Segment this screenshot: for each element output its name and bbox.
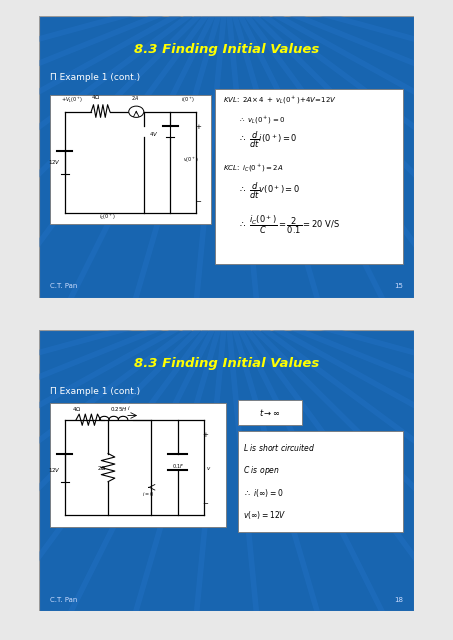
- Text: $0.1F$: $0.1F$: [172, 461, 184, 470]
- Text: $\therefore\ \dfrac{d}{dt}v(0^+) = 0$: $\therefore\ \dfrac{d}{dt}v(0^+) = 0$: [238, 180, 300, 201]
- Text: $i$: $i$: [127, 404, 130, 412]
- Text: $i(0^+)$: $i(0^+)$: [181, 95, 196, 105]
- Text: $-$: $-$: [194, 197, 202, 203]
- FancyBboxPatch shape: [50, 95, 212, 225]
- Text: Π Example 1 (cont.): Π Example 1 (cont.): [50, 74, 140, 83]
- Text: $L\ is\ short\ circuited$: $L\ is\ short\ circuited$: [243, 442, 316, 453]
- FancyBboxPatch shape: [39, 16, 414, 298]
- Text: $+$: $+$: [202, 429, 209, 438]
- Text: 15: 15: [395, 284, 403, 289]
- Text: $4V$: $4V$: [149, 130, 159, 138]
- Text: $12V$: $12V$: [48, 466, 61, 474]
- Circle shape: [129, 106, 144, 117]
- Text: $v$: $v$: [206, 465, 211, 472]
- Text: $0.25H$: $0.25H$: [110, 405, 128, 413]
- Text: $i=0$: $i=0$: [142, 490, 154, 498]
- Text: $\therefore\ v_L(0^+) = 0$: $\therefore\ v_L(0^+) = 0$: [238, 115, 285, 126]
- Text: $4\Omega$: $4\Omega$: [91, 93, 101, 101]
- Text: $\therefore\ i(\infty) = 0$: $\therefore\ i(\infty) = 0$: [243, 487, 284, 499]
- Text: $-$: $-$: [202, 499, 209, 505]
- Text: $\therefore\ \dfrac{i_C(0^+)}{C} = \dfrac{2}{0.1} = 20\ \mathrm{V/S}$: $\therefore\ \dfrac{i_C(0^+)}{C} = \dfra…: [238, 213, 340, 236]
- Text: 8.3 Finding Initial Values: 8.3 Finding Initial Values: [134, 357, 319, 370]
- Text: C.T. Pan: C.T. Pan: [50, 284, 77, 289]
- FancyBboxPatch shape: [39, 330, 414, 611]
- Text: $v(0^+)$: $v(0^+)$: [183, 156, 199, 165]
- Text: $KCL\!:\ i_C(0^+) = 2A$: $KCL\!:\ i_C(0^+) = 2A$: [223, 163, 284, 173]
- Text: $C\ is\ open$: $C\ is\ open$: [243, 464, 280, 477]
- Text: Π Example 1 (cont.): Π Example 1 (cont.): [50, 387, 140, 396]
- FancyBboxPatch shape: [238, 400, 302, 426]
- FancyBboxPatch shape: [215, 89, 403, 264]
- Text: $i_C(0^+)$: $i_C(0^+)$: [99, 212, 116, 221]
- Text: $v(\infty) = 12V$: $v(\infty) = 12V$: [243, 509, 287, 522]
- Text: 18: 18: [394, 597, 403, 603]
- Text: $\therefore\ \dfrac{d}{dt}i(0^+) = 0$: $\therefore\ \dfrac{d}{dt}i(0^+) = 0$: [238, 130, 298, 150]
- FancyBboxPatch shape: [50, 403, 226, 527]
- Text: $+V_L(0^+)$: $+V_L(0^+)$: [61, 95, 83, 105]
- FancyBboxPatch shape: [238, 431, 403, 532]
- Text: $KVL\!:\ 2A\!\times\!4\ +\ v_L(0^+)\!+\!4V\!=\!12V$: $KVL\!:\ 2A\!\times\!4\ +\ v_L(0^+)\!+\!…: [223, 95, 337, 106]
- Text: $4\Omega$: $4\Omega$: [72, 405, 82, 413]
- Text: $2\Omega$: $2\Omega$: [97, 465, 106, 472]
- Text: 8.3 Finding Initial Values: 8.3 Finding Initial Values: [134, 44, 319, 56]
- Text: $t \rightarrow \infty$: $t \rightarrow \infty$: [259, 407, 280, 418]
- Text: C.T. Pan: C.T. Pan: [50, 597, 77, 603]
- Text: $2A$: $2A$: [130, 95, 139, 102]
- Text: $+$: $+$: [194, 122, 202, 131]
- Text: $12V$: $12V$: [48, 157, 61, 166]
